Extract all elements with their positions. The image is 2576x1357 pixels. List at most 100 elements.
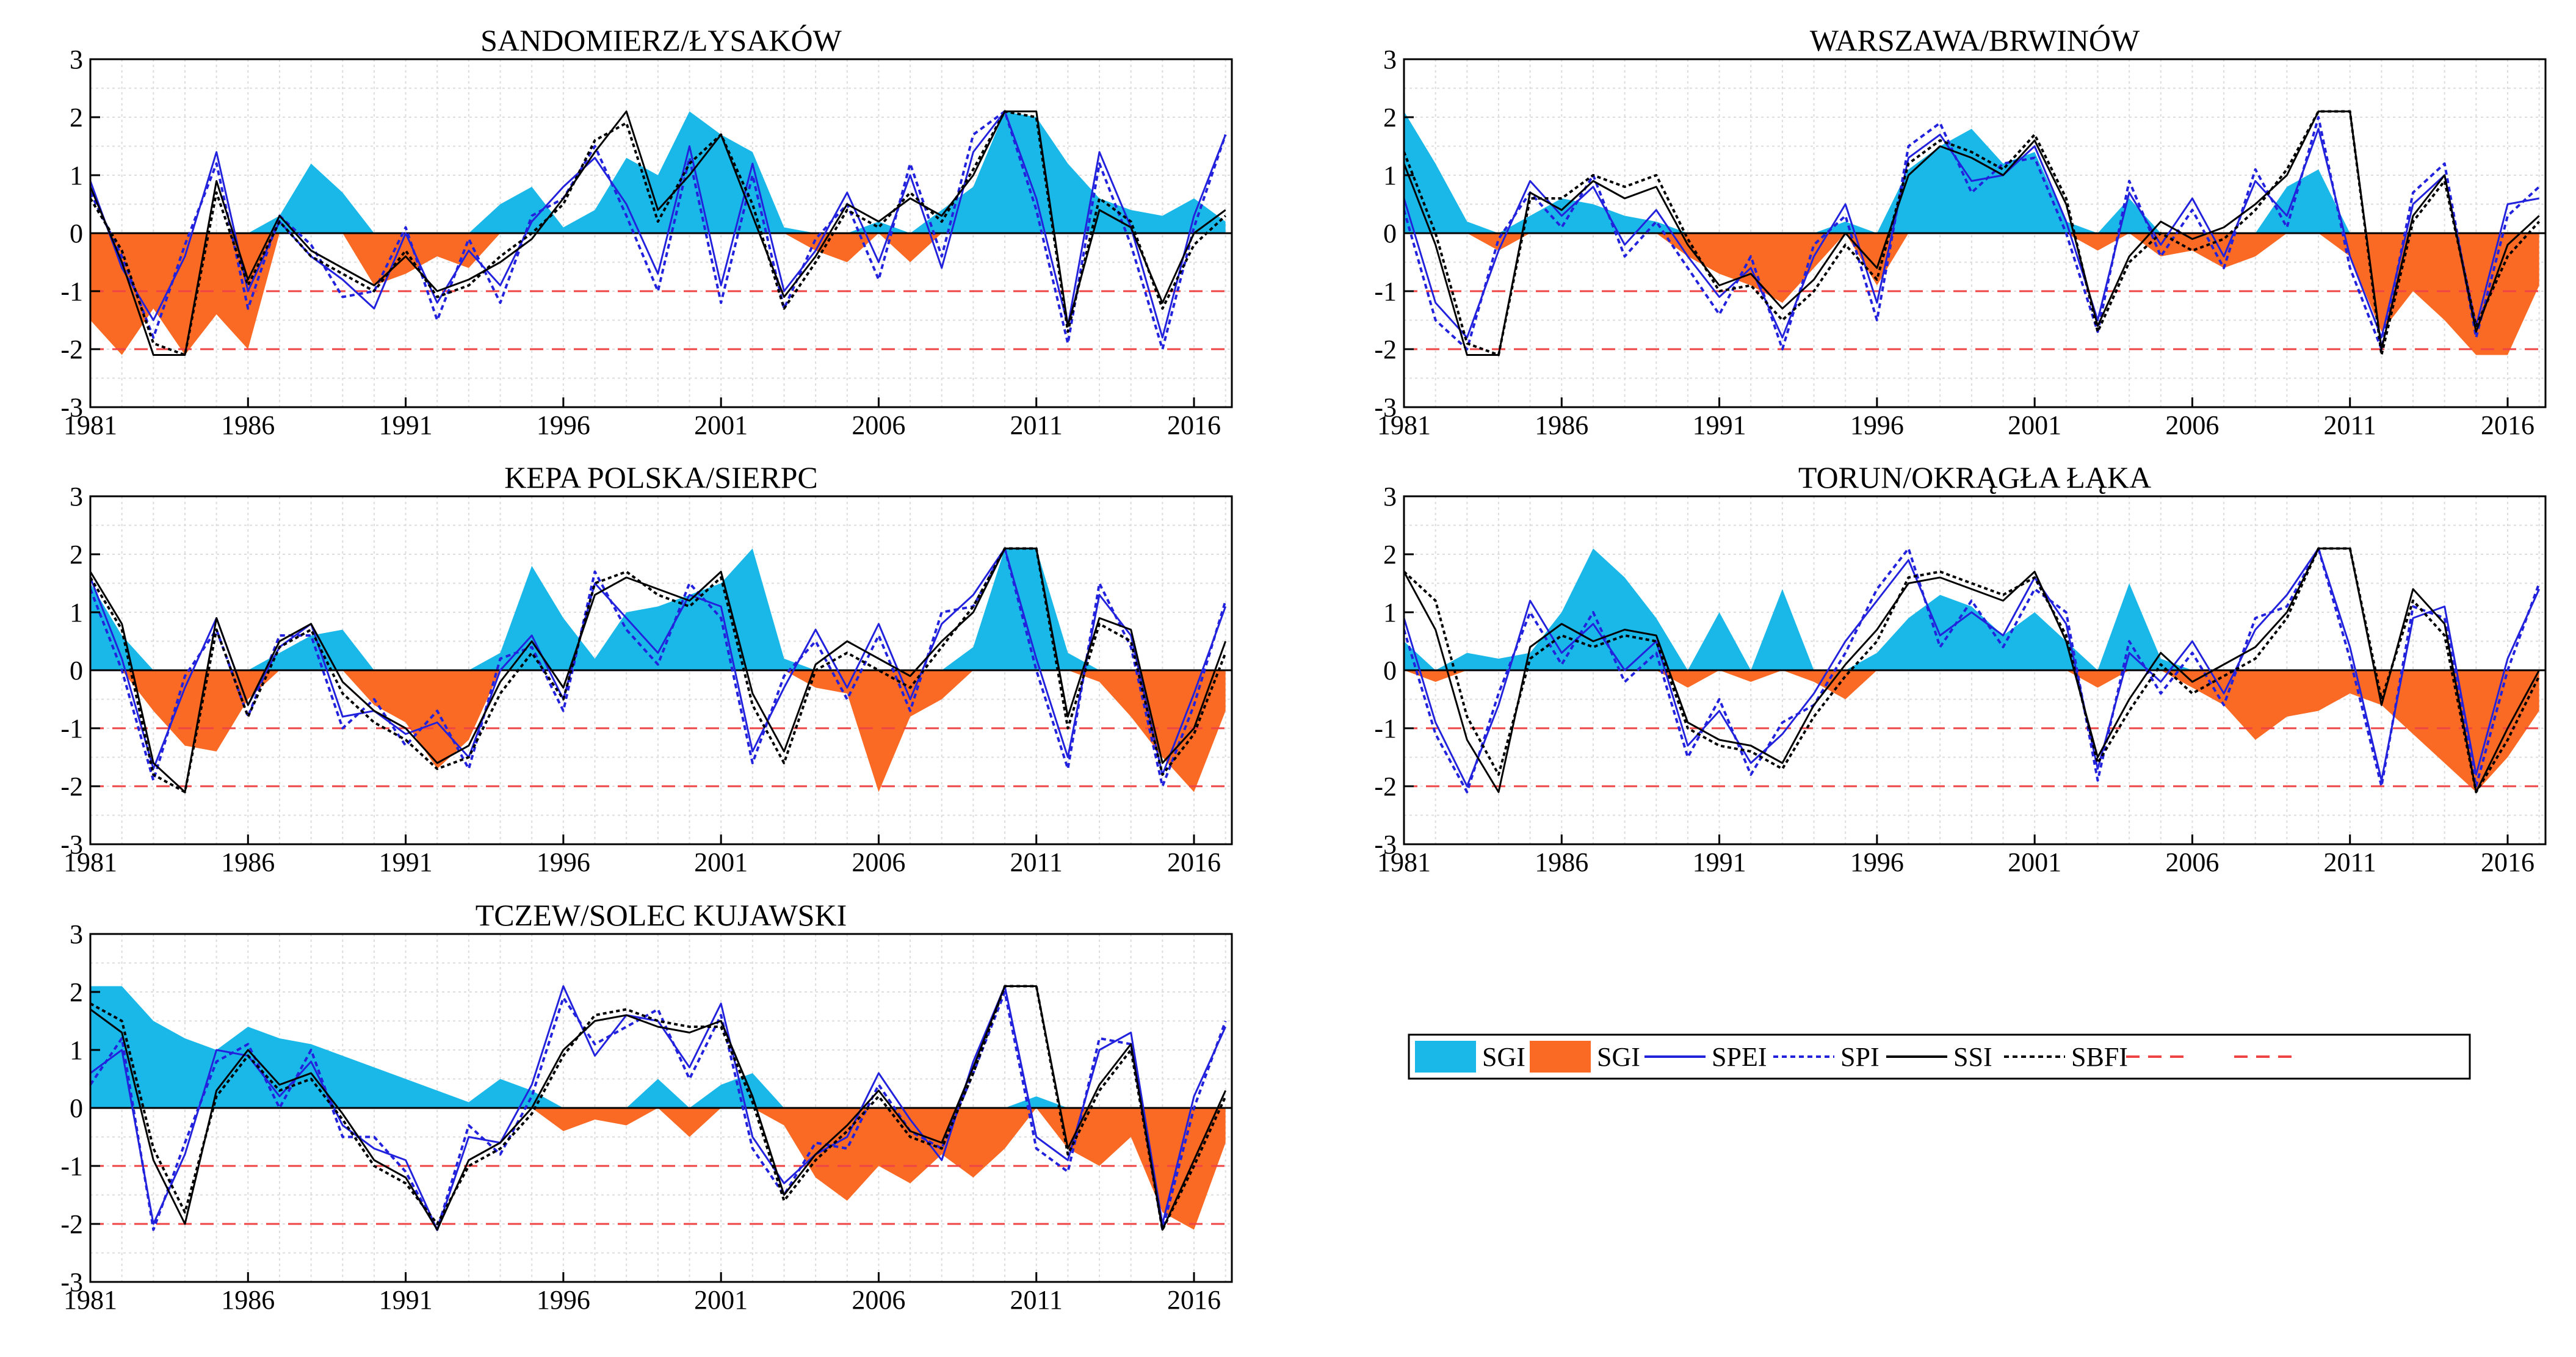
x-tick-label: 2011 [1010,847,1063,877]
y-tick-label: 3 [1383,45,1397,74]
y-tick-label: 0 [1383,656,1397,686]
x-tick-label: 2001 [694,410,748,440]
x-tick-label: 2006 [852,1285,905,1315]
y-tick-label: 3 [70,482,83,512]
chart-title: TCZEW/SOLEC KUJAWSKI [476,898,847,932]
x-tick-label: 2016 [2481,847,2534,877]
y-tick-label: -1 [60,714,83,744]
y-tick-label: 2 [1383,540,1397,570]
y-tick-label: 3 [70,45,83,74]
chart-title: WARSZAWA/BRWINÓW [1810,23,2140,57]
y-tick-label: -3 [60,1267,83,1297]
y-tick-label: 1 [1383,598,1397,628]
legend-swatch-sgi [1530,1041,1591,1073]
series-line-ssi [90,110,1226,356]
sgi-positive-area [90,986,1226,1108]
x-tick-label: 2016 [1167,847,1221,877]
y-tick-label: 0 [70,219,83,248]
y-tick-label: 1 [70,598,83,628]
y-tick-label: 2 [70,977,83,1007]
y-tick-label: 1 [70,161,83,190]
y-tick-label: -1 [60,277,83,306]
y-tick-label: -1 [60,1151,83,1181]
y-tick-label: 3 [70,919,83,949]
legend-label: SPEI [1712,1042,1767,1072]
y-tick-label: -2 [60,1209,83,1239]
x-tick-label: 1991 [1693,847,1746,877]
y-tick-label: 0 [70,1093,83,1123]
x-tick-label: 2011 [1010,410,1063,440]
y-tick-label: 2 [70,540,83,570]
x-tick-label: 2006 [2165,847,2219,877]
x-tick-label: 2016 [1167,410,1221,440]
series-line-ssi [90,985,1227,1231]
x-tick-label: 1996 [537,1285,590,1315]
chart-title: SANDOMIERZ/ŁYSAKÓW [480,23,842,57]
y-tick-label: -3 [1374,830,1397,859]
series-line-spi [90,547,1227,787]
y-tick-label: -3 [1374,393,1397,422]
series-line-sbfi [90,110,1227,356]
y-tick-label: -1 [1374,277,1397,306]
y-tick-label: 1 [1383,161,1397,190]
legend: SGI SGI SPEI SPI SSI SBFI [1408,1033,2471,1080]
series-line-spi [1404,547,2541,794]
legend-swatch-sgi [1415,1041,1476,1073]
series-line-spi [90,991,1227,1231]
x-tick-label: 1986 [221,847,275,877]
sgi-negative-area [90,233,1226,355]
x-tick-label: 2001 [2008,410,2061,440]
x-tick-label: 2006 [852,847,905,877]
y-tick-label: -2 [60,772,83,802]
series-line-sbfi [90,985,1227,1231]
sgi-negative-area [1404,233,2539,355]
series-line-sbfi [90,547,1227,794]
x-tick-label: 2016 [1167,1285,1221,1315]
y-tick-label: 2 [70,103,83,132]
series-line-spei [1404,548,2541,787]
legend-label: SSI [1953,1042,1992,1072]
y-tick-label: -2 [60,335,83,364]
x-tick-label: 1996 [1850,847,1904,877]
x-tick-label: 1996 [1850,410,1904,440]
y-tick-label: 0 [70,656,83,686]
legend-label: SGI [1597,1042,1640,1072]
y-tick-label: -2 [1374,772,1397,802]
x-tick-label: 2006 [852,410,905,440]
x-tick-label: 1981 [63,1285,117,1315]
x-tick-label: 1981 [1377,410,1431,440]
y-tick-label: 2 [1383,103,1397,132]
y-tick-label: 3 [1383,482,1397,512]
x-tick-label: 1986 [221,1285,275,1315]
y-tick-label: -3 [60,830,83,859]
y-tick-label: 0 [1383,219,1397,248]
series-line-spei [90,985,1227,1231]
legend-label: SGI [1482,1042,1525,1072]
x-tick-label: 1981 [1377,847,1431,877]
x-tick-label: 2001 [694,847,748,877]
x-tick-label: 1991 [379,410,433,440]
sgi-negative-area [90,1108,1226,1230]
sgi-positive-area [90,548,1226,670]
x-tick-label: 2016 [2481,410,2534,440]
x-tick-label: 2006 [2165,410,2219,440]
x-tick-label: 1996 [537,847,590,877]
x-tick-label: 2001 [694,1285,748,1315]
legend-label: SBFI [2071,1042,2128,1072]
sgi-negative-area [1404,670,2539,792]
y-tick-label: -2 [1374,335,1397,364]
x-tick-label: 2011 [2324,847,2376,877]
x-tick-label: 2001 [2008,847,2061,877]
x-tick-label: 1986 [221,410,275,440]
y-tick-label: -1 [1374,714,1397,744]
series-line-sbfi [1404,547,2541,794]
legend-label: SPI [1840,1042,1880,1072]
sgi-positive-area [90,111,1226,233]
x-tick-label: 1981 [63,410,117,440]
chart-title: KEPA POLSKA/SIERPC [504,460,818,494]
series-line-spei [1404,128,2539,339]
